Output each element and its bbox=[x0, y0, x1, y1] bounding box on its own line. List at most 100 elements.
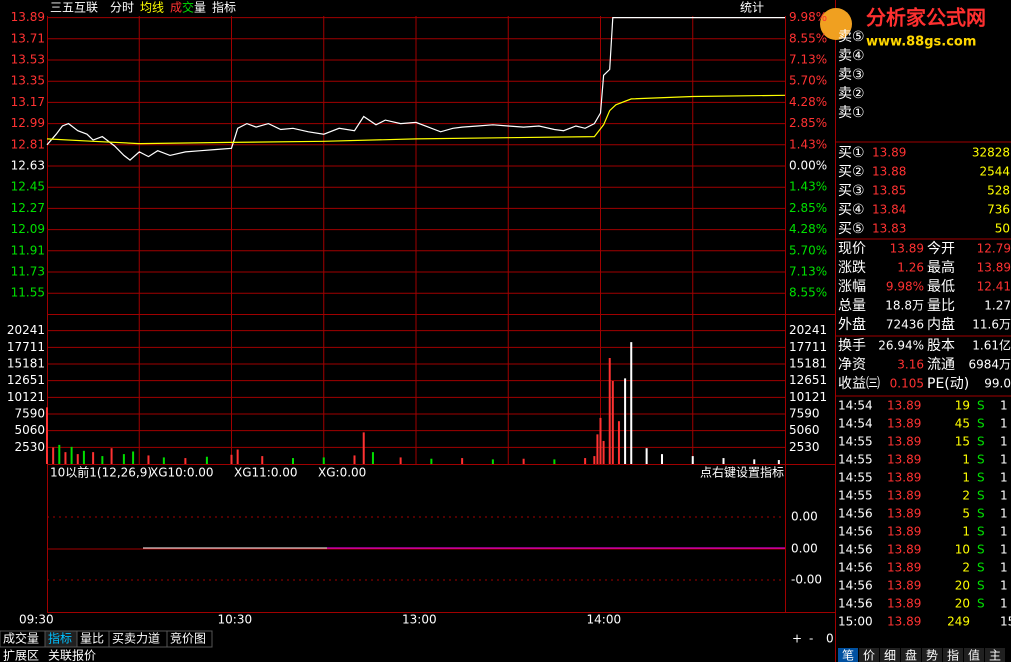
quote-value: 11.6万 bbox=[972, 318, 1011, 332]
trade-count: 1 bbox=[1000, 597, 1008, 611]
tab-label[interactable]: 扩展区 bbox=[3, 649, 39, 662]
price-tick-label: 13.89 bbox=[11, 10, 45, 24]
pct-tick-label: 7.13% bbox=[789, 53, 827, 67]
header-item[interactable]: 指标 bbox=[212, 0, 236, 15]
volume-tick-label: 15181 bbox=[789, 356, 827, 370]
tab-label[interactable]: 买卖力道 bbox=[112, 632, 160, 646]
trade-side: S bbox=[977, 561, 985, 575]
side-tab-label[interactable]: 盘 bbox=[905, 648, 917, 662]
time-label: 13:00 bbox=[402, 613, 437, 627]
side-tab[interactable] bbox=[943, 648, 963, 662]
side-tab[interactable] bbox=[901, 648, 921, 662]
stock-name: 三五互联 bbox=[50, 1, 98, 15]
price-tick-label: 12.63 bbox=[11, 159, 45, 173]
trade-side: S bbox=[977, 507, 985, 521]
volume-tick-label: 5060 bbox=[14, 423, 45, 437]
stat-button[interactable]: 统计 bbox=[740, 1, 764, 15]
side-tab-label[interactable]: 笔 bbox=[842, 648, 854, 662]
indicator-title: 10以前1(12,26,9) bbox=[50, 465, 152, 480]
side-tab-label[interactable]: 主 bbox=[989, 649, 1001, 662]
trade-count: 1 bbox=[1000, 453, 1008, 467]
trade-count: 1 bbox=[1000, 507, 1008, 521]
zoom-button[interactable]: + bbox=[792, 632, 802, 646]
right-panel: 卖⑤ 卖④ 卖③ 卖② 卖① 买① 13.89 32828 买② 13.88 2544 买③ 13.85… bbox=[836, 29, 1011, 662]
trade-time: 14:55 bbox=[838, 453, 873, 467]
buy-label: 买① bbox=[838, 145, 865, 161]
header-item[interactable]: 分时 bbox=[110, 1, 134, 15]
price-tick-label: 11.55 bbox=[11, 286, 45, 300]
indicator-value: XG11:0.00 bbox=[234, 466, 298, 480]
trade-time: 14:56 bbox=[838, 507, 873, 521]
header-item[interactable]: 成 bbox=[170, 1, 182, 15]
buy-volume: 32828 bbox=[972, 146, 1010, 160]
side-tab-label[interactable]: 价 bbox=[863, 649, 875, 662]
trade-price: 13.89 bbox=[887, 561, 921, 575]
logo-icon bbox=[820, 8, 852, 40]
trade-count: 1 bbox=[1000, 471, 1008, 485]
side-tab-label[interactable]: 指 bbox=[947, 648, 959, 662]
trade-side: S bbox=[977, 489, 985, 503]
price-tick-label: 12.27 bbox=[11, 201, 45, 215]
buy-volume: 2544 bbox=[979, 165, 1010, 179]
side-tab[interactable] bbox=[985, 648, 1005, 662]
quote-value: 3.16 bbox=[897, 358, 924, 372]
trade-count: 1 bbox=[1000, 579, 1008, 593]
trade-count: 1 bbox=[1000, 561, 1008, 575]
buy-price: 13.85 bbox=[872, 184, 906, 198]
zoom-button[interactable]: - bbox=[809, 632, 813, 646]
side-tab[interactable] bbox=[859, 648, 879, 662]
buy-volume: 736 bbox=[987, 203, 1010, 217]
indicator-hint: 点右键设置指标 bbox=[700, 465, 784, 480]
price-tick-label: 12.99 bbox=[11, 116, 45, 130]
side-tab[interactable] bbox=[838, 648, 858, 662]
buy-label: 买③ bbox=[838, 183, 865, 199]
side-tab[interactable] bbox=[922, 648, 942, 662]
header-item[interactable]: 量 bbox=[194, 1, 206, 15]
quote-label: PE(动) bbox=[927, 376, 969, 392]
price-tick-label: 12.45 bbox=[11, 180, 45, 194]
pct-tick-label: 2.85% bbox=[789, 116, 827, 130]
volume-tick-label: 12651 bbox=[789, 373, 827, 387]
trade-side: S bbox=[977, 543, 985, 557]
trade-volume: 20 bbox=[955, 597, 970, 611]
tab-label[interactable]: 指标 bbox=[48, 631, 72, 646]
quote-value: 13.89 bbox=[890, 242, 924, 256]
trade-volume: 20 bbox=[955, 579, 970, 593]
pct-tick-label: 9.98% bbox=[789, 10, 827, 24]
trade-price: 13.89 bbox=[887, 453, 921, 467]
volume-tick-label: 17711 bbox=[789, 340, 827, 354]
tab-label[interactable]: 竞价图 bbox=[170, 632, 206, 646]
side-tab[interactable] bbox=[880, 648, 900, 662]
trade-volume: 1 bbox=[962, 525, 970, 539]
trade-side: S bbox=[977, 597, 985, 611]
trade-volume: 10 bbox=[955, 543, 970, 557]
tab-label[interactable]: 关联报价 bbox=[48, 648, 96, 662]
zoom-button[interactable]: 0 bbox=[826, 632, 834, 646]
tab-label[interactable]: 成交量 bbox=[3, 631, 39, 646]
header-item[interactable]: 交 bbox=[182, 0, 194, 15]
pct-tick-label: 1.43% bbox=[789, 137, 827, 151]
volume-tick-label: 10121 bbox=[7, 390, 45, 404]
tab[interactable] bbox=[166, 630, 213, 648]
tab-label[interactable]: 量比 bbox=[80, 632, 104, 646]
volume-tick-label: 17711 bbox=[7, 340, 45, 354]
side-tab-label[interactable]: 值 bbox=[968, 648, 980, 662]
trade-volume: 1 bbox=[962, 471, 970, 485]
quote-value: 12.79 bbox=[977, 242, 1011, 256]
trade-volume: 2 bbox=[962, 489, 970, 503]
buy-price: 13.89 bbox=[872, 146, 906, 160]
volume-tick-label: 20241 bbox=[789, 323, 827, 337]
side-tab[interactable] bbox=[964, 648, 984, 662]
quote-label: 涨跌 bbox=[838, 260, 866, 276]
side-tab-label[interactable]: 细 bbox=[884, 649, 896, 662]
pct-tick-label: 1.43% bbox=[789, 180, 827, 194]
indicator-level-label: 0.00 bbox=[791, 510, 818, 524]
volume-tick-label: 12651 bbox=[7, 373, 45, 387]
indicator-value: XG10:0.00 bbox=[150, 466, 214, 480]
quote-label: 涨幅 bbox=[838, 279, 866, 295]
trade-count: 1 bbox=[1000, 417, 1008, 431]
header-item[interactable]: 均线 bbox=[140, 1, 164, 15]
volume-tick-label: 15181 bbox=[7, 356, 45, 370]
side-tab-label[interactable]: 势 bbox=[926, 649, 938, 662]
trade-count: 15 bbox=[1000, 615, 1011, 629]
